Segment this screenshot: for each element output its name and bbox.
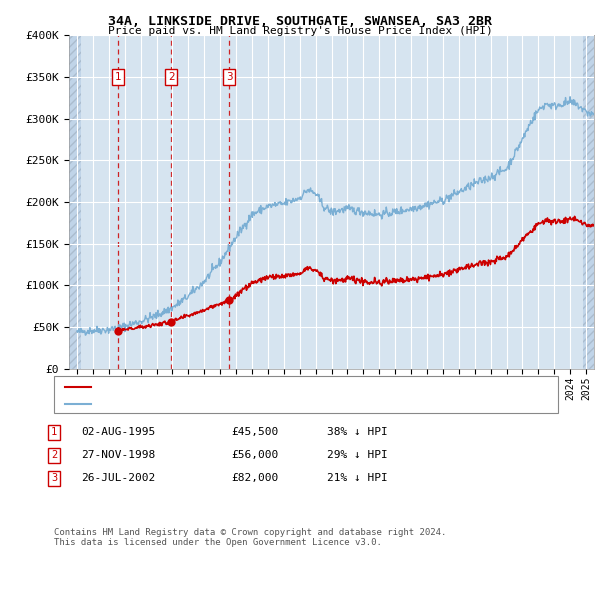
Text: 34A, LINKSIDE DRIVE, SOUTHGATE, SWANSEA, SA3 2BR: 34A, LINKSIDE DRIVE, SOUTHGATE, SWANSEA,… [108,15,492,28]
Text: 38% ↓ HPI: 38% ↓ HPI [327,428,388,437]
Text: 27-NOV-1998: 27-NOV-1998 [81,451,155,460]
Text: 26-JUL-2002: 26-JUL-2002 [81,474,155,483]
Text: HPI: Average price, detached house, Swansea: HPI: Average price, detached house, Swan… [98,399,356,409]
Bar [583,35,594,369]
Text: 2: 2 [51,451,57,460]
Text: 02-AUG-1995: 02-AUG-1995 [81,428,155,437]
Text: £45,500: £45,500 [231,428,278,437]
Text: 2: 2 [168,72,175,82]
Text: 21% ↓ HPI: 21% ↓ HPI [327,474,388,483]
Text: 34A, LINKSIDE DRIVE, SOUTHGATE, SWANSEA, SA3 2BR (detached house): 34A, LINKSIDE DRIVE, SOUTHGATE, SWANSEA,… [98,382,488,392]
Text: 29% ↓ HPI: 29% ↓ HPI [327,451,388,460]
Text: 1: 1 [51,428,57,437]
Text: £82,000: £82,000 [231,474,278,483]
Text: Price paid vs. HM Land Registry's House Price Index (HPI): Price paid vs. HM Land Registry's House … [107,26,493,36]
Text: £56,000: £56,000 [231,451,278,460]
Text: 3: 3 [226,72,232,82]
Bar [69,35,81,369]
Text: Contains HM Land Registry data © Crown copyright and database right 2024.
This d: Contains HM Land Registry data © Crown c… [54,528,446,548]
Text: 3: 3 [51,474,57,483]
Text: 1: 1 [115,72,121,82]
